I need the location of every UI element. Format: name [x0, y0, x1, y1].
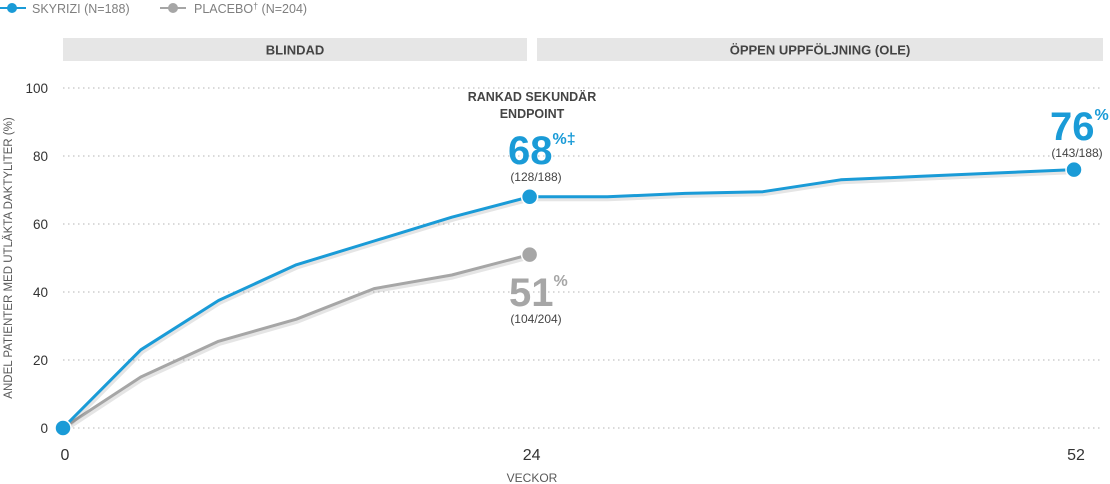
legend-placebo-count: (N=204): [258, 2, 307, 16]
point-skyrizi-week-24: [520, 188, 539, 206]
placebo-24-count: (104/204): [510, 312, 561, 326]
y-axis-title: ANDEL PATIENTER MED UTLÄKTA DAKTYLITER (…: [3, 117, 15, 399]
x-tick-label-0: 0: [61, 447, 70, 464]
period-label-ole: ÖPPEN UPPFÖLJNING (OLE): [730, 43, 911, 58]
y-tick-label-20: 20: [33, 353, 48, 368]
series-skyrizi-line: [61, 168, 1075, 430]
period-label-blindad: BLINDAD: [266, 43, 325, 58]
x-tick-label-24: 24: [523, 447, 541, 464]
series-layer: [54, 160, 1083, 437]
legend-placebo-name: PLACEBO: [194, 2, 253, 16]
skyrizi-24-suffix: %‡: [553, 131, 576, 148]
skyrizi-24-value: 68: [508, 129, 553, 173]
skyrizi-24-value-label: 68%‡: [508, 129, 576, 173]
y-tick-label-0: 0: [40, 421, 48, 436]
period-bar-ole: [537, 38, 1103, 61]
y-tick-label-40: 40: [33, 285, 48, 300]
x-axis-ticks: 0 24 52: [61, 447, 1085, 464]
skyrizi-24-count: (128/188): [510, 170, 561, 184]
legend-skyrizi-label: SKYRIZI (N=188): [32, 2, 130, 16]
placebo-24-value-label: 51%: [509, 271, 568, 315]
period-bars: BLINDAD ÖPPEN UPPFÖLJNING (OLE): [63, 38, 1103, 61]
point-skyrizi-week-52: [1065, 160, 1083, 179]
legend-item-skyrizi: SKYRIZI (N=188): [0, 2, 130, 16]
x-tick-label-52: 52: [1067, 447, 1085, 464]
y-axis-ticks: 0 20 40 60 80 100: [25, 81, 48, 436]
skyrizi-52-value-label: 76%: [1050, 105, 1109, 149]
skyrizi-52-value: 76: [1050, 105, 1095, 149]
series-skyrizi-shadow: [62, 169, 1076, 432]
point-skyrizi-week-0: [54, 419, 72, 437]
series-placebo-line: [62, 253, 530, 430]
series-placebo-shadow: [62, 254, 532, 433]
y-tick-label-100: 100: [25, 81, 48, 96]
legend-skyrizi-marker: [7, 3, 17, 13]
y-tick-label-80: 80: [33, 149, 48, 164]
annotations: RANKAD SEKUNDÄR ENDPOINT 68%‡ (128/188) …: [468, 89, 1109, 326]
point-placebo-week-24: [520, 245, 539, 264]
grid: [63, 87, 1103, 429]
skyrizi-52-suffix: %: [1095, 107, 1109, 124]
placebo-24-suffix: %: [554, 273, 568, 290]
endpoint-label-line1: RANKAD SEKUNDÄR: [468, 89, 596, 104]
x-axis-title: VECKOR: [507, 471, 558, 484]
endpoint-label-line2: ENDPOINT: [500, 107, 565, 121]
legend-placebo-label: PLACEBO† (N=204): [194, 1, 307, 16]
legend-item-placebo: PLACEBO† (N=204): [160, 1, 307, 16]
legend-placebo-marker: [168, 3, 178, 13]
placebo-24-value: 51: [509, 271, 554, 315]
y-tick-label-60: 60: [33, 217, 48, 232]
period-bar-blindad: [63, 38, 527, 61]
legend: SKYRIZI (N=188) PLACEBO† (N=204): [0, 1, 307, 16]
skyrizi-52-count: (143/188): [1051, 146, 1102, 160]
legend-placebo-dagger: †: [253, 1, 258, 11]
